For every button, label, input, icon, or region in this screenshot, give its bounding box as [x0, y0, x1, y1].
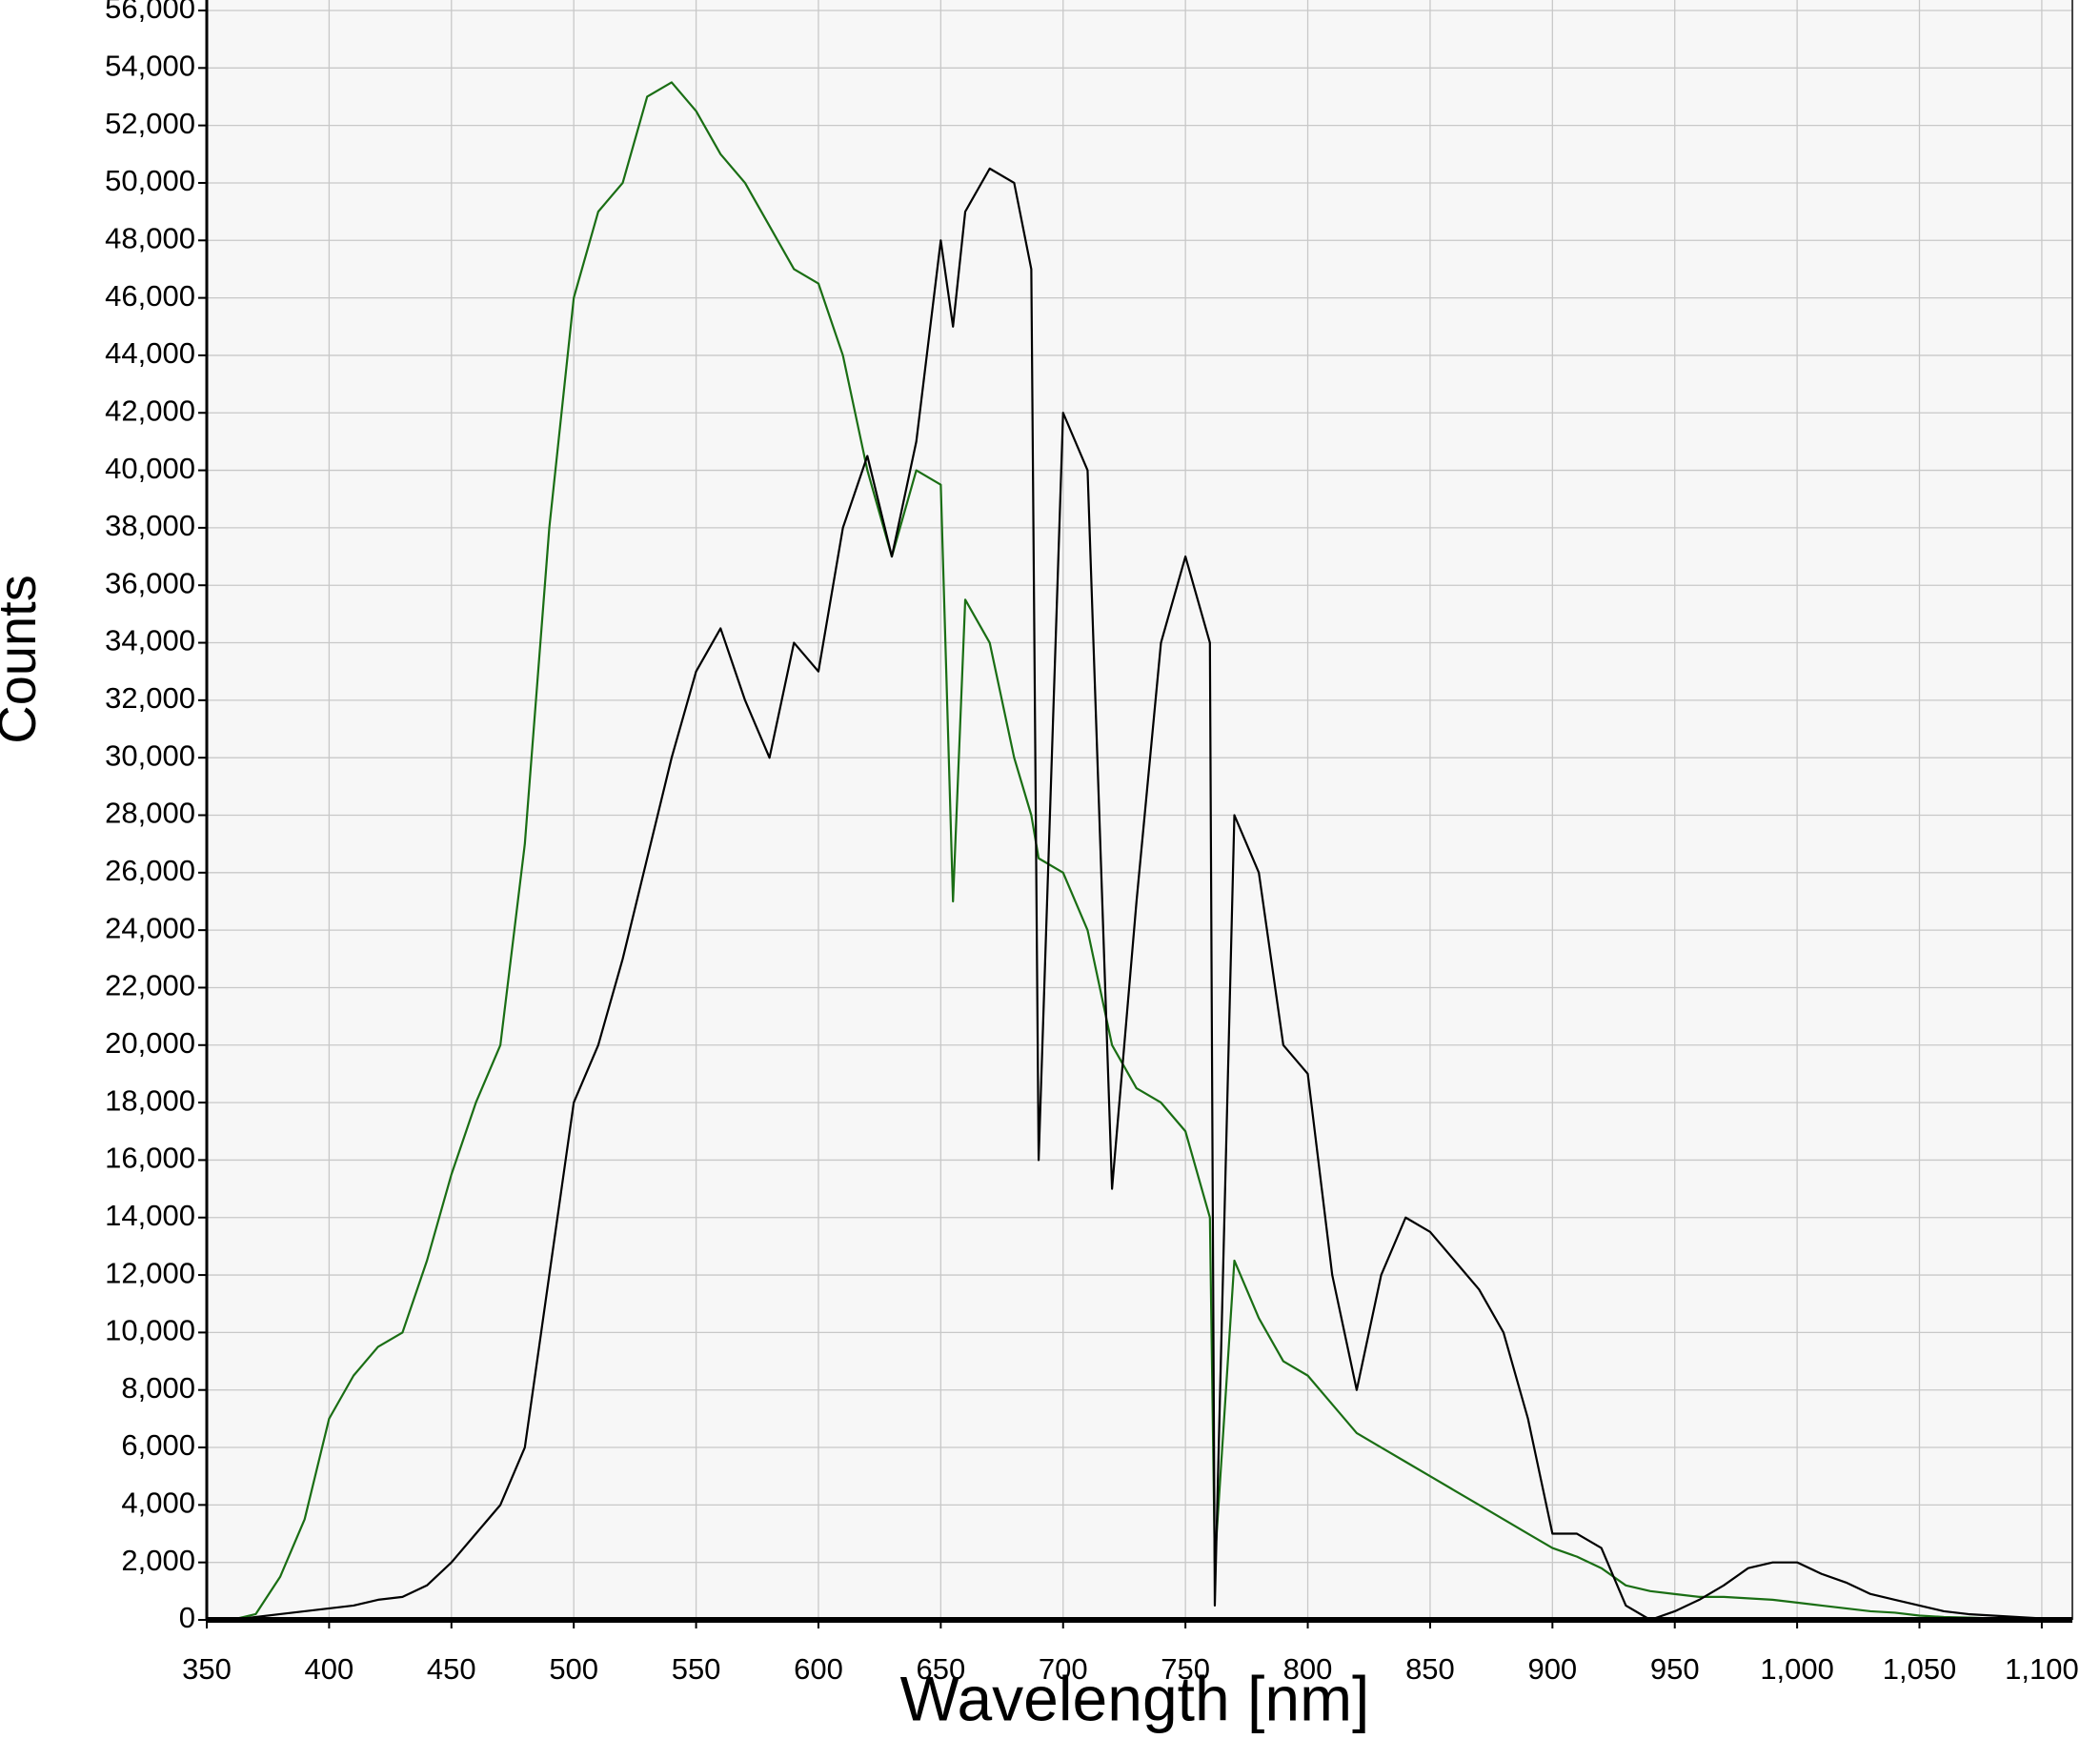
x-tick-label: 450: [427, 1652, 476, 1686]
y-tick-label: 52,000: [105, 107, 195, 140]
y-tick-label: 46,000: [105, 279, 195, 313]
y-tick-label: 32,000: [105, 681, 195, 715]
y-tick-label: 10,000: [105, 1314, 195, 1347]
y-tick-label: 8,000: [121, 1371, 195, 1405]
y-tick-label: 42,000: [105, 394, 195, 427]
x-tick-label: 1,000: [1760, 1652, 1834, 1686]
plot-area: [207, 0, 2072, 1620]
y-tick-label: 6,000: [121, 1428, 195, 1462]
y-tick-label: 50,000: [105, 164, 195, 197]
x-tick-label: 950: [1650, 1652, 1700, 1686]
x-tick-label: 350: [182, 1652, 232, 1686]
x-tick-label: 700: [1039, 1652, 1088, 1686]
x-tick-label: 800: [1283, 1652, 1333, 1686]
y-tick-label: 18,000: [105, 1083, 195, 1117]
x-tick-label: 750: [1161, 1652, 1210, 1686]
x-tick-label: 1,050: [1883, 1652, 1957, 1686]
y-tick-label: 38,000: [105, 509, 195, 542]
y-tick-label: 34,000: [105, 624, 195, 657]
y-tick-label: 2,000: [121, 1544, 195, 1577]
x-tick-label: 850: [1405, 1652, 1455, 1686]
y-tick-label: 22,000: [105, 969, 195, 1002]
y-tick-label: 30,000: [105, 738, 195, 772]
y-tick-label: 26,000: [105, 854, 195, 887]
y-tick-label: 0: [179, 1601, 195, 1634]
x-tick-label: 650: [916, 1652, 965, 1686]
spectrum-line: [207, 167, 2042, 1622]
y-tick-label: 36,000: [105, 566, 195, 599]
spectrum-line: [207, 81, 2042, 1622]
x-tick-label: 550: [672, 1652, 721, 1686]
y-tick-label: 56,000: [105, 0, 195, 25]
y-tick-label: 40,000: [105, 452, 195, 485]
y-tick-label: 28,000: [105, 797, 195, 830]
y-axis-label: Counts: [0, 575, 47, 743]
x-tick-label: 1,100: [2005, 1652, 2079, 1686]
y-tick-label: 14,000: [105, 1199, 195, 1232]
y-tick-label: 24,000: [105, 911, 195, 944]
y-tick-label: 48,000: [105, 221, 195, 254]
x-tick-label: 900: [1527, 1652, 1577, 1686]
y-tick-label: 44,000: [105, 336, 195, 370]
y-tick-label: 4,000: [121, 1486, 195, 1520]
x-tick-label: 500: [549, 1652, 598, 1686]
x-tick-label: 400: [305, 1652, 354, 1686]
y-tick-label: 20,000: [105, 1026, 195, 1060]
y-tick-label: 12,000: [105, 1256, 195, 1289]
x-tick-label: 600: [794, 1652, 843, 1686]
y-tick-label: 16,000: [105, 1142, 195, 1175]
x-axis-label: Wavelength [nm]: [900, 1663, 1370, 1733]
y-tick-label: 54,000: [105, 50, 195, 83]
